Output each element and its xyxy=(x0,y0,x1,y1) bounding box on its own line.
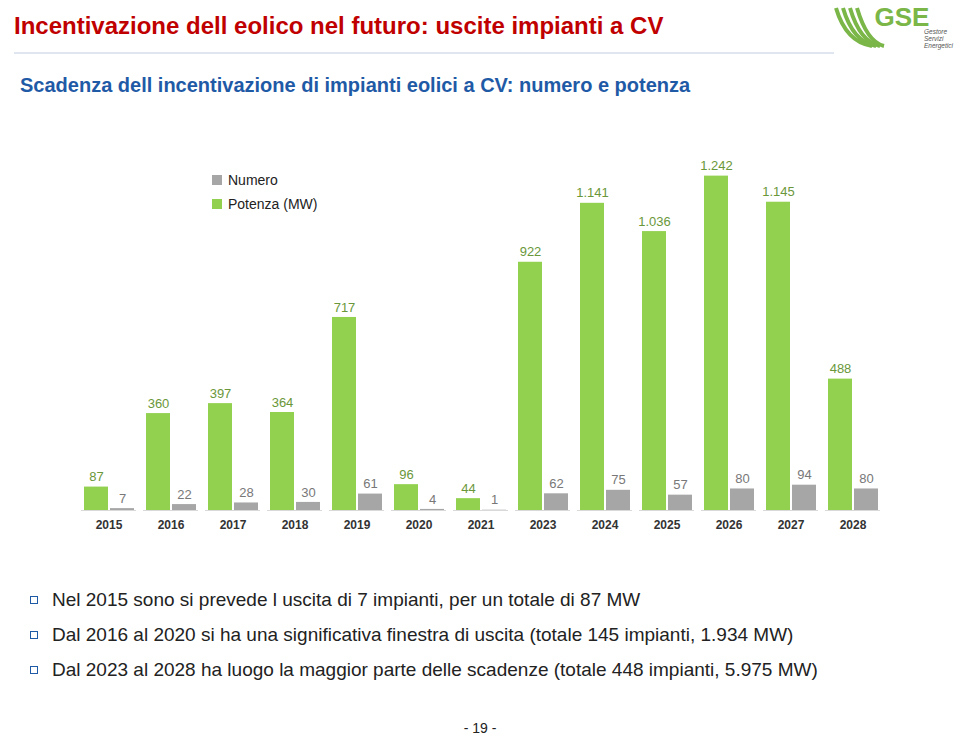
svg-text:44: 44 xyxy=(461,481,475,496)
svg-text:87: 87 xyxy=(89,469,103,484)
svg-text:62: 62 xyxy=(549,476,563,491)
svg-text:922: 922 xyxy=(520,244,542,259)
html-text:Dal 2016 al 2020 si ha una sig: Dal 2016 al 2020 si ha una significativa… xyxy=(52,623,794,645)
svg-text:2020: 2020 xyxy=(406,518,433,532)
svg-text:2026: 2026 xyxy=(716,518,743,532)
svg-text:GSE: GSE xyxy=(875,2,930,32)
html-text:Nel 2015 sono si prevede l usc: Nel 2015 sono si prevede l uscita di 7 i… xyxy=(52,588,641,610)
svg-text:2018: 2018 xyxy=(282,518,309,532)
svg-text:Energetici: Energetici xyxy=(924,42,953,50)
svg-text:96: 96 xyxy=(399,467,413,482)
svg-text:7: 7 xyxy=(119,491,126,506)
svg-text:2021: 2021 xyxy=(468,518,495,532)
svg-text:397: 397 xyxy=(210,386,232,401)
svg-text:57: 57 xyxy=(673,477,687,492)
svg-text:1.145: 1.145 xyxy=(762,184,795,199)
svg-text:364: 364 xyxy=(272,395,294,410)
svg-text:2025: 2025 xyxy=(654,518,681,532)
svg-text:75: 75 xyxy=(611,472,625,487)
svg-text:360: 360 xyxy=(148,396,170,411)
svg-text:94: 94 xyxy=(797,467,811,482)
svg-text:2017: 2017 xyxy=(220,518,247,532)
html-text:Dal 2023 al 2028 ha luogo la m: Dal 2023 al 2028 ha luogo la maggior par… xyxy=(52,658,818,680)
svg-text:1.141: 1.141 xyxy=(576,185,609,200)
svg-text:1.242: 1.242 xyxy=(700,158,733,173)
html-text:Numero: Numero xyxy=(228,172,278,188)
svg-text:80: 80 xyxy=(859,471,873,486)
svg-text:Servizi: Servizi xyxy=(924,35,944,42)
svg-text:2028: 2028 xyxy=(840,518,867,532)
svg-text:717: 717 xyxy=(334,300,356,315)
svg-text:2015: 2015 xyxy=(96,518,123,532)
svg-text:80: 80 xyxy=(735,471,749,486)
html-text:Incentivazione dell eolico nel: Incentivazione dell eolico nel futuro: u… xyxy=(14,12,664,39)
html-text:Potenza (MW): Potenza (MW) xyxy=(228,196,318,212)
svg-text:30: 30 xyxy=(301,485,315,500)
svg-text:488: 488 xyxy=(830,361,852,376)
svg-text:2027: 2027 xyxy=(778,518,805,532)
svg-text:61: 61 xyxy=(363,476,377,491)
svg-text:2023: 2023 xyxy=(530,518,557,532)
svg-text:Gestore: Gestore xyxy=(924,28,948,35)
svg-text:22: 22 xyxy=(177,487,191,502)
svg-text:1: 1 xyxy=(491,492,498,507)
svg-text:2024: 2024 xyxy=(592,518,619,532)
svg-text:2016: 2016 xyxy=(158,518,185,532)
html-text:- 19 -: - 19 - xyxy=(463,720,497,736)
svg-text:1.036: 1.036 xyxy=(638,214,671,229)
html-text:Scadenza dell incentivazione d: Scadenza dell incentivazione di impianti… xyxy=(20,74,691,96)
svg-text:2019: 2019 xyxy=(344,518,371,532)
svg-text:4: 4 xyxy=(429,492,436,507)
svg-text:28: 28 xyxy=(239,485,253,500)
